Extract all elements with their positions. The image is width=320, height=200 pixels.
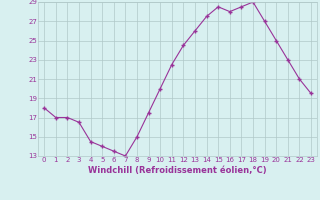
X-axis label: Windchill (Refroidissement éolien,°C): Windchill (Refroidissement éolien,°C) — [88, 166, 267, 175]
